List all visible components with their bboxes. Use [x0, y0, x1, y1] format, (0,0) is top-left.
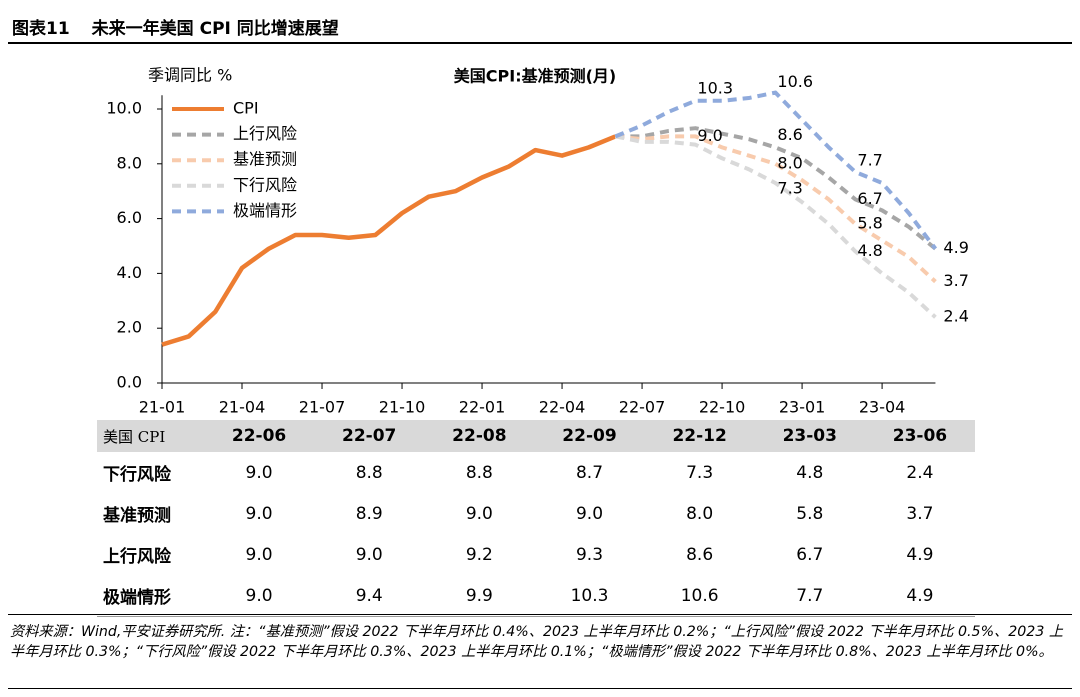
- table-cell: 9.3: [575, 544, 604, 565]
- legend-label: CPI: [233, 99, 259, 118]
- figure-title: 未来一年美国 CPI 同比增速展望: [91, 19, 339, 39]
- figure-number: 图表11: [12, 19, 70, 39]
- data-label: 5.8: [857, 214, 882, 233]
- table-cell: 8.0: [686, 503, 714, 524]
- table-cell: 9.2: [465, 544, 493, 565]
- table-cell: 5.8: [796, 503, 824, 524]
- table-header-row: 美国 CPI 22-06 22-07 22-08 22-09 22-12 23-03 23-0…: [97, 420, 975, 452]
- x-tick-label: 22-07: [619, 398, 666, 417]
- x-tick-label: 23-01: [779, 398, 826, 417]
- table-cell: 8.6: [686, 544, 714, 565]
- figure-header: 图表11 未来一年美国 CPI 同比增速展望: [12, 14, 361, 39]
- table-cell: 9.0: [204, 575, 315, 617]
- header-rule: [8, 42, 1072, 44]
- x-tick-label: 21-07: [299, 398, 346, 417]
- data-label: 3.7: [943, 271, 968, 290]
- table-cell: 2.4: [906, 462, 934, 483]
- table-cell: 7.7: [754, 575, 865, 617]
- chart: 美国CPI:基准预测(月) 季调同比 % 0.0 2.0 4.0 6.0 8.0 10.0…: [106, 66, 969, 417]
- y-tick-label: 2.0: [117, 318, 142, 337]
- table-cell: 9.0: [245, 462, 273, 483]
- x-tick-label: 23-04: [859, 398, 906, 417]
- data-label: 10.3: [697, 78, 733, 97]
- y-tick-label: 6.0: [117, 208, 142, 227]
- table-cell: 4.9: [906, 544, 934, 565]
- y-tick-label: 10.0: [106, 99, 142, 118]
- table-row: 下行风险 9.0 8.8 8.8 8.7 7.3 4.8 2.4: [97, 452, 975, 493]
- table-header-cell: 22-08: [424, 420, 535, 452]
- y-axis-label: 季调同比 %: [148, 66, 232, 85]
- table-cell: 8.9: [355, 503, 383, 524]
- data-label: 8.6: [777, 125, 802, 144]
- table-cell: 极端情形: [97, 575, 204, 617]
- table-row: 上行风险 9.0 9.0 9.2 9.3 8.6 6.7 4.9: [97, 534, 975, 575]
- series-line: [615, 126, 937, 251]
- series-line: [614, 90, 938, 250]
- table-cell: 3.7: [906, 503, 934, 524]
- y-tick-label: 4.0: [117, 263, 142, 282]
- table-row: 极端情形 9.0 9.4 9.9 10.3 10.6 7.7 4.9: [97, 575, 975, 617]
- x-tick-label: 22-01: [459, 398, 506, 417]
- table-row: 基准预测 9.0 8.9 9.0 9.0 8.0 5.8 3.7: [97, 493, 975, 534]
- table-cell: 6.7: [796, 544, 824, 565]
- data-label: 7.7: [857, 151, 882, 170]
- table-header-cell: 22-06: [204, 420, 315, 452]
- x-tick-label: 21-04: [219, 398, 266, 417]
- table-cell: 9.9: [424, 575, 535, 617]
- data-label: 7.3: [777, 178, 802, 197]
- data-table: 美国 CPI 22-06 22-07 22-08 22-09 22-12 23-03 23-0…: [97, 420, 975, 617]
- table-cell: 10.3: [534, 575, 645, 617]
- data-label: 6.7: [857, 189, 882, 208]
- table-cell: 10.6: [644, 575, 755, 617]
- series-line: [614, 134, 937, 319]
- x-tick-label: 22-04: [539, 398, 586, 417]
- table-cell: 基准预测: [103, 506, 171, 526]
- data-label: 10.6: [777, 72, 813, 91]
- series-line: [161, 134, 617, 347]
- table-header-cell: 22-09: [534, 420, 645, 452]
- table-cell: 8.8: [465, 462, 493, 483]
- data-label: 4.8: [857, 241, 882, 260]
- bottom-rule: [8, 688, 1072, 689]
- table-cell: 4.9: [864, 575, 975, 617]
- y-tick-label: 0.0: [117, 373, 142, 392]
- table-header-cell: 23-06: [864, 420, 975, 452]
- x-tick-label: 21-10: [379, 398, 426, 417]
- data-label: 2.4: [943, 307, 968, 326]
- legend-label: 上行风险: [233, 124, 297, 143]
- table-cell: 7.3: [686, 462, 714, 483]
- data-label: 8.0: [777, 153, 802, 172]
- footnote-rule: [8, 614, 1072, 615]
- table-cell: 9.0: [355, 544, 383, 565]
- data-label: 9.0: [697, 126, 722, 145]
- table-header-cell: 22-12: [644, 420, 755, 452]
- table-cell: 下行风险: [103, 465, 171, 485]
- x-tick-label: 22-10: [699, 398, 746, 417]
- table-cell: 9.0: [245, 503, 273, 524]
- legend-label: 基准预测: [233, 150, 297, 169]
- table-cell: 9.4: [314, 575, 425, 617]
- table-cell: 上行风险: [103, 547, 171, 567]
- footnote: 资料来源：Wind,平安证券研究所. 注：“基准预测”假设 2022 下半年月环…: [10, 624, 1064, 660]
- legend-label: 下行风险: [233, 175, 297, 194]
- data-label: 4.9: [943, 238, 968, 257]
- table-cell: 8.8: [355, 462, 383, 483]
- table-cell: 9.0: [575, 503, 604, 524]
- legend-label: 极端情形: [233, 201, 297, 220]
- y-tick-label: 8.0: [117, 153, 142, 172]
- table-header-cell: 美国 CPI: [97, 420, 204, 452]
- x-tick-label: 21-01: [139, 398, 186, 417]
- chart-title: 美国CPI:基准预测(月): [454, 67, 616, 86]
- table-cell: 9.0: [465, 503, 493, 524]
- series-line: [615, 134, 937, 284]
- table-header-cell: 22-07: [314, 420, 425, 452]
- table-cell: 8.7: [575, 462, 604, 483]
- table-cell: 4.8: [796, 462, 824, 483]
- table-cell: 9.0: [245, 544, 273, 565]
- table-header-cell: 23-03: [754, 420, 865, 452]
